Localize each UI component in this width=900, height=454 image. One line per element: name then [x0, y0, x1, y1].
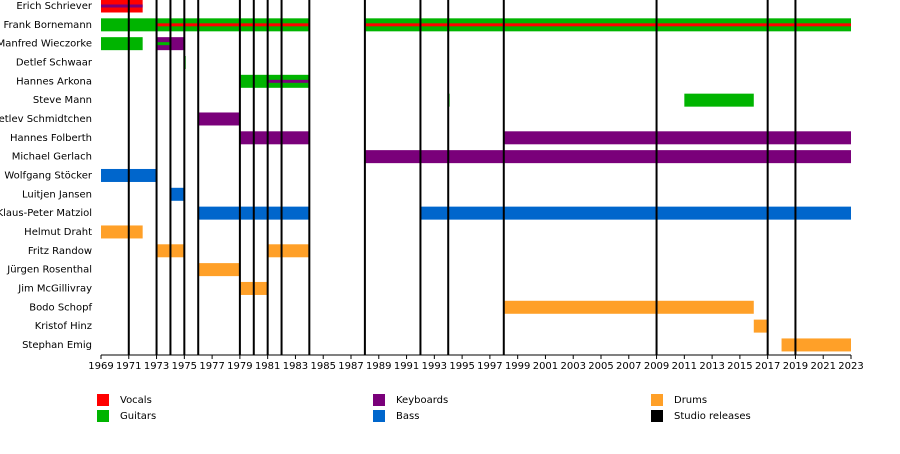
- member-label: Steve Mann: [33, 95, 92, 106]
- x-tick-label: 2019: [783, 361, 808, 372]
- x-tick-label: 2015: [727, 361, 752, 372]
- member-label: Fritz Randow: [28, 246, 92, 257]
- tenure-bar: [267, 244, 310, 258]
- x-tick-label: 1973: [144, 361, 169, 372]
- tenure-bar: [101, 37, 143, 51]
- x-tick-label: 1995: [449, 361, 474, 372]
- legend-swatch: [97, 394, 109, 406]
- x-tick-label: 1985: [310, 361, 335, 372]
- x-tick-label: 2021: [810, 361, 835, 372]
- x-tick-label: 2001: [533, 361, 558, 372]
- tenure-bar: [420, 206, 851, 220]
- x-tick-label: 1993: [422, 361, 447, 372]
- legend-swatch: [373, 394, 385, 406]
- x-tick-label: 2023: [838, 361, 863, 372]
- tenure-bar: [239, 131, 310, 145]
- member-label: Wolfgang Stöcker: [4, 170, 93, 181]
- x-tick-label: 2007: [616, 361, 641, 372]
- x-tick-label: 1997: [477, 361, 502, 372]
- legend-label: Keyboards: [396, 395, 448, 406]
- member-label: Bodo Schopf: [29, 302, 92, 313]
- legend-label: Bass: [396, 411, 419, 422]
- secondary-role-stripe: [156, 42, 171, 46]
- x-tick-label: 1979: [227, 361, 252, 372]
- x-tick-label: 2017: [755, 361, 780, 372]
- x-tick-label: 2005: [588, 361, 613, 372]
- x-tick-label: 2003: [560, 361, 585, 372]
- member-label: Michael Gerlach: [12, 152, 92, 163]
- x-tick-label: 1989: [366, 361, 391, 372]
- member-label: Detlev Schmidtchen: [0, 114, 92, 125]
- legend-swatch: [651, 394, 663, 406]
- secondary-role-stripe: [267, 79, 310, 83]
- legend-label: Drums: [674, 395, 707, 406]
- member-label: Jürgen Rosenthal: [6, 265, 92, 276]
- tenure-bar: [684, 93, 754, 107]
- x-tick-label: 1991: [394, 361, 419, 372]
- tenure-bar: [753, 319, 768, 333]
- member-label: Kristof Hinz: [35, 321, 92, 332]
- member-label: Detlef Schwaar: [16, 57, 93, 68]
- x-tick-label: 1983: [283, 361, 308, 372]
- secondary-role-stripe: [101, 4, 143, 8]
- member-label: Frank Bornemann: [3, 20, 92, 31]
- tenure-bar: [781, 338, 851, 352]
- member-label: Luitjen Jansen: [22, 189, 92, 200]
- secondary-role-stripe: [156, 23, 310, 27]
- legend-label: Studio releases: [674, 411, 751, 422]
- member-label: Hannes Folberth: [10, 133, 92, 144]
- tenure-bar: [170, 187, 185, 201]
- x-tick-label: 2009: [644, 361, 669, 372]
- member-label: Manfred Wieczorke: [0, 39, 92, 50]
- member-label: Erich Schriever: [16, 1, 93, 12]
- tenure-bar: [503, 131, 851, 145]
- member-label: Stephan Emig: [22, 340, 92, 351]
- x-tick-label: 2013: [699, 361, 724, 372]
- x-tick-label: 1999: [505, 361, 530, 372]
- legend-swatch: [373, 410, 385, 422]
- member-label: Klaus-Peter Matziol: [0, 208, 92, 219]
- tenure-bar: [101, 225, 143, 239]
- x-tick-label: 1971: [116, 361, 141, 372]
- tenure-bar: [503, 300, 754, 314]
- member-label: Hannes Arkona: [16, 76, 92, 87]
- legend-label: Vocals: [120, 395, 152, 406]
- x-tick-label: 2011: [672, 361, 697, 372]
- member-label: Jim McGillivray: [17, 283, 92, 294]
- legend-label: Guitars: [120, 411, 156, 422]
- member-label: Helmut Draht: [24, 227, 92, 238]
- x-tick-label: 1975: [172, 361, 197, 372]
- x-tick-label: 1981: [255, 361, 280, 372]
- legend-swatch: [651, 410, 663, 422]
- secondary-role-stripe: [364, 23, 851, 27]
- tenure-bar: [198, 112, 240, 126]
- x-tick-label: 1987: [338, 361, 363, 372]
- legend-swatch: [97, 410, 109, 422]
- tenure-bar: [364, 150, 851, 164]
- tenure-bar: [198, 263, 240, 277]
- x-tick-label: 1969: [88, 361, 113, 372]
- x-tick-label: 1977: [199, 361, 224, 372]
